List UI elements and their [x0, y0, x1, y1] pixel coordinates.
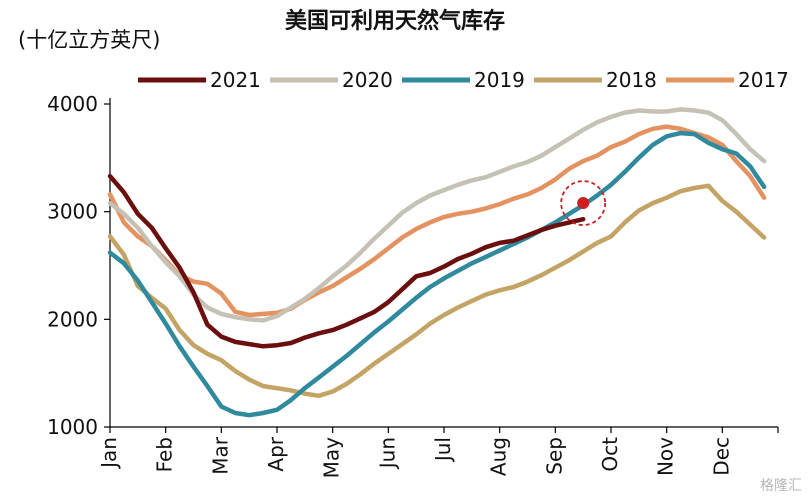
x-tick-label: Feb	[153, 437, 177, 472]
y-tick-label: 4000	[47, 92, 98, 116]
watermark-text: 格隆汇	[760, 478, 802, 494]
y-axis-label: (十亿立方英尺)	[18, 28, 160, 52]
series-line-2021	[107, 173, 586, 349]
x-axis: Jan Feb Mar Apr May Jun Jul Aug Sep Oct Nov Dec	[97, 426, 779, 479]
x-tick-label: May	[320, 437, 344, 479]
legend-label-2021: 2021	[210, 68, 261, 92]
legend-label-2020: 2020	[342, 68, 393, 92]
legend-label-2019: 2019	[474, 68, 525, 92]
x-tick-label: Apr	[264, 436, 288, 471]
y-axis: 1000 2000 3000 4000	[47, 92, 111, 439]
x-tick-label: Dec	[709, 437, 733, 476]
y-tick-label: 2000	[47, 307, 98, 331]
x-tick-label: Oct	[598, 437, 622, 472]
y-tick-label: 3000	[47, 200, 98, 224]
x-tick-label: Jul	[431, 437, 455, 463]
series-line-2017	[107, 124, 767, 318]
x-tick-label: Aug	[487, 437, 511, 476]
series-line-2020	[107, 107, 767, 323]
series-lines	[107, 107, 767, 418]
annotation	[560, 180, 607, 226]
x-tick-label: Jun	[375, 437, 399, 470]
highlight-ring	[560, 180, 607, 226]
current-value-marker	[577, 197, 590, 210]
legend-label-2018: 2018	[606, 68, 657, 92]
x-tick-label: Sep	[542, 437, 566, 475]
legend: 2021 2020 2019 2018 2017	[138, 68, 789, 92]
x-tick-label: Jan	[97, 437, 121, 470]
x-tick-label: Nov	[654, 437, 678, 476]
y-tick-label: 1000	[47, 415, 98, 439]
chart-title: 美国可利用天然气库存	[285, 8, 505, 34]
x-tick-label: Mar	[208, 436, 232, 475]
series-line-2018	[107, 183, 767, 399]
legend-label-2017: 2017	[738, 68, 789, 92]
series-line-2019	[107, 130, 767, 418]
